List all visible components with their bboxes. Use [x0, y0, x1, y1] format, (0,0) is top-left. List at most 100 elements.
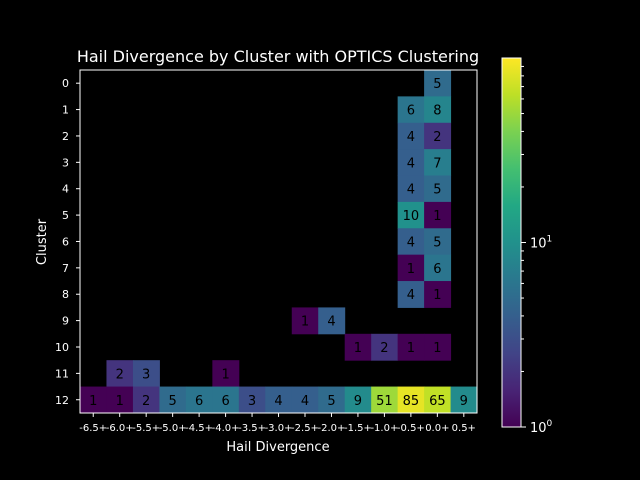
- heatmap-cell: [80, 386, 107, 414]
- cell-value-label: 1: [433, 209, 441, 224]
- cell-value-label: 1: [221, 367, 229, 382]
- heatmap-cell: [424, 281, 452, 308]
- cell-value-label: 2: [116, 367, 124, 382]
- y-tick-label: 1: [62, 104, 69, 117]
- y-tick-label: 4: [62, 183, 69, 196]
- x-tick-label: -3.0+: [265, 423, 293, 434]
- cell-value-label: 5: [433, 235, 441, 250]
- x-tick-label: -5.5+: [132, 423, 160, 434]
- heatmap-cell: [265, 386, 293, 414]
- cell-value-label: 85: [403, 394, 420, 409]
- cell-value-label: 5: [433, 183, 441, 198]
- cell-value-label: 6: [407, 104, 415, 119]
- heatmap-cell: [212, 386, 240, 414]
- heatmap-cell: [371, 386, 399, 414]
- cell-value-label: 1: [407, 341, 415, 356]
- cell-value-label: 9: [460, 394, 468, 409]
- heatmap-cell: [344, 386, 372, 414]
- y-tick-label: 7: [62, 262, 69, 275]
- colorbar-tick-label: 101: [530, 235, 552, 252]
- heatmap-cell: [424, 386, 452, 414]
- heatmap-cell: [371, 333, 399, 361]
- heatmap-cell: [424, 333, 452, 361]
- cell-value-label: 65: [429, 394, 446, 409]
- x-tick-label: -3.5+: [238, 423, 266, 434]
- heatmap-cell: [159, 386, 187, 414]
- heatmap-cell-labels: 56 84 24 74 510 14 51 64 11 41 2 1 12 3 11 1 2 5 6 6 3 4 4 5 9 51…: [89, 77, 468, 409]
- cell-value-label: 3: [142, 367, 150, 382]
- y-tick-label: 11: [55, 367, 69, 380]
- heatmap-cell: [424, 228, 452, 256]
- cell-value-label: 3: [248, 394, 256, 409]
- cell-value-label: 4: [407, 156, 415, 171]
- x-tick-label: -1.0+: [370, 423, 398, 434]
- cell-value-label: 4: [274, 394, 282, 409]
- x-tick-label: -2.0+: [318, 423, 346, 434]
- x-tick-label: -4.0+: [212, 423, 240, 434]
- x-tick-label: -5.0+: [159, 423, 187, 434]
- heatmap-cell: [318, 307, 346, 335]
- cell-value-label: 7: [433, 156, 441, 171]
- heatmap-cell: [397, 96, 425, 124]
- heatmap-cell: [424, 149, 452, 177]
- heatmap-cell: [291, 307, 319, 335]
- y-tick-label: 0: [62, 77, 69, 90]
- heatmap-cell: [450, 386, 478, 414]
- heatmap-cell: [132, 360, 160, 388]
- x-tick-label: -6.0+: [106, 423, 134, 434]
- heatmap-cell: [424, 254, 452, 282]
- heatmap-cell: [397, 228, 425, 256]
- heatmap-cell: [424, 70, 452, 97]
- y-tick-label: 3: [62, 156, 69, 169]
- heatmap-cell: [397, 386, 425, 414]
- x-axis-label: Hail Divergence: [226, 440, 329, 455]
- heatmap-cell: [397, 122, 425, 150]
- cell-value-label: 51: [376, 394, 393, 409]
- heatmap-cell: [238, 386, 266, 414]
- x-tick-label: -4.5+: [185, 423, 213, 434]
- cell-value-label: 4: [407, 288, 415, 303]
- cell-value-label: 1: [433, 341, 441, 356]
- cell-value-label: 10: [403, 209, 420, 224]
- x-tick-label: -1.5+: [344, 423, 372, 434]
- cell-value-label: 1: [89, 394, 97, 409]
- colorbar-ticks: 100 101: [521, 65, 553, 436]
- heatmap-cell: [185, 386, 213, 414]
- x-tick-label: 0.0+: [425, 423, 449, 434]
- cell-value-label: 4: [301, 394, 309, 409]
- heatmap-cell: [318, 386, 346, 414]
- cell-value-label: 8: [433, 104, 441, 119]
- y-tick-label: 10: [55, 341, 69, 354]
- cell-value-label: 5: [433, 77, 441, 92]
- x-tick-label: 0.5+: [452, 423, 476, 434]
- y-tick-label: 6: [62, 235, 69, 248]
- heatmap-cells: [80, 70, 478, 414]
- cell-value-label: 1: [301, 315, 309, 330]
- y-tick-label: 8: [62, 288, 69, 301]
- colorbar-tick-label: 100: [530, 419, 553, 436]
- heatmap-cell: [106, 360, 134, 388]
- heatmap-cell: [106, 386, 134, 414]
- cell-value-label: 1: [433, 288, 441, 303]
- cell-value-label: 6: [433, 262, 441, 277]
- x-axis-ticks: -6.5+-6.0+-5.5+-5.0+-4.5+-4.0+-3.5+-3.0+…: [79, 412, 476, 434]
- y-tick-label: 12: [55, 394, 69, 407]
- colorbar-gradient: [501, 57, 522, 428]
- heatmap-cell: [424, 201, 452, 229]
- cell-value-label: 6: [195, 394, 203, 409]
- heatmap-cell: [397, 175, 425, 203]
- cell-value-label: 1: [407, 262, 415, 277]
- heatmap-cell: [424, 175, 452, 203]
- y-axis-label: Cluster: [35, 218, 50, 265]
- colorbar: 100 101: [501, 57, 553, 436]
- cell-value-label: 1: [354, 341, 362, 356]
- chart-title: Hail Divergence by Cluster with OPTICS C…: [77, 47, 479, 66]
- cell-value-label: 5: [327, 394, 335, 409]
- cell-value-label: 4: [407, 183, 415, 198]
- heatmap-cell: [397, 281, 425, 308]
- cell-value-label: 4: [327, 315, 335, 330]
- x-tick-label: -0.5+: [397, 423, 425, 434]
- heatmap-cell: [344, 333, 372, 361]
- cell-value-label: 6: [221, 394, 229, 409]
